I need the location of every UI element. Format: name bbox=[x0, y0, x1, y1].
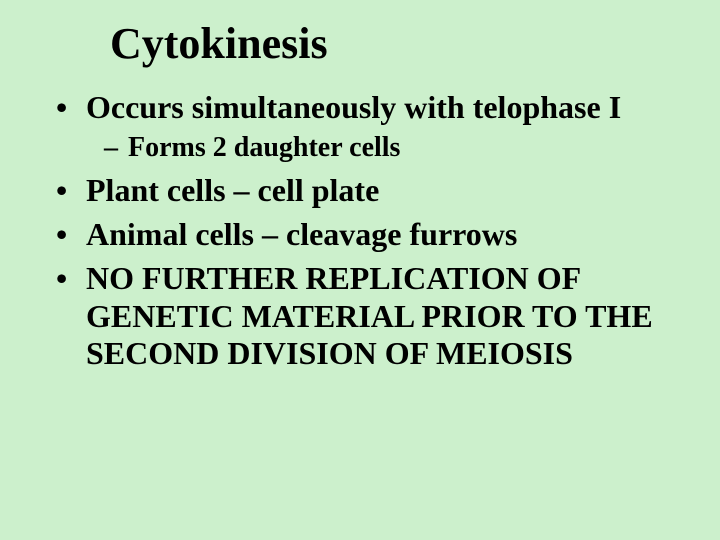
bullet-text: Animal cells – cleavage furrows bbox=[86, 216, 517, 252]
slide: Cytokinesis Occurs simultaneously with t… bbox=[0, 0, 720, 399]
sub-bullet-item: Forms 2 daughter cells bbox=[104, 131, 670, 165]
sub-bullet-text: Forms 2 daughter cells bbox=[128, 132, 400, 163]
sub-bullet-list: Forms 2 daughter cells bbox=[86, 131, 670, 165]
bullet-item: Occurs simultaneously with telophase I F… bbox=[50, 89, 670, 164]
bullet-item: NO FURTHER REPLICATION OF GENETIC MATERI… bbox=[50, 260, 670, 373]
bullet-text: Occurs simultaneously with telophase I bbox=[86, 89, 621, 125]
bullet-text: NO FURTHER REPLICATION OF GENETIC MATERI… bbox=[86, 260, 653, 372]
slide-title: Cytokinesis bbox=[110, 18, 670, 69]
bullet-list: Occurs simultaneously with telophase I F… bbox=[50, 89, 670, 373]
bullet-text: Plant cells – cell plate bbox=[86, 172, 379, 208]
bullet-item: Plant cells – cell plate bbox=[50, 172, 670, 210]
bullet-item: Animal cells – cleavage furrows bbox=[50, 216, 670, 254]
